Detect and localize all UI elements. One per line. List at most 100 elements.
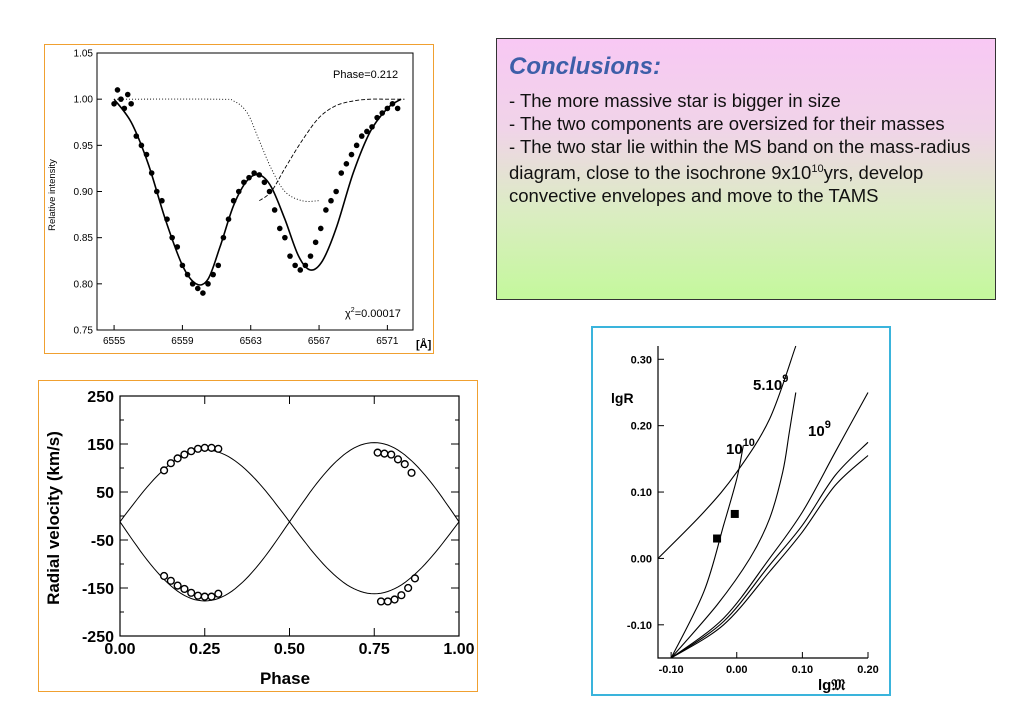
- rv-x-axis-label: Phase: [260, 669, 310, 688]
- mr-series: [657, 345, 869, 659]
- conclusion-item-ms-band: - The two star lie within the MS band on…: [509, 136, 971, 207]
- data-point: [358, 133, 365, 139]
- mr-x-axis-label: lg𝔐: [818, 677, 845, 694]
- rv-point: [397, 591, 406, 600]
- mr-curve-2: [670, 445, 744, 659]
- mr-curve-1: [657, 345, 797, 559]
- rv-point: [376, 597, 386, 606]
- data-point: [215, 262, 222, 269]
- y-tick-label: -150: [82, 581, 114, 598]
- rv-point: [393, 455, 403, 464]
- rv-point: [193, 591, 203, 600]
- y-tick-label: -0.10: [627, 620, 652, 632]
- data-point: [312, 239, 319, 246]
- x-tick-label: 6559: [171, 336, 194, 347]
- x-tick-label: 0.75: [359, 641, 390, 658]
- y-tick-label: 0.30: [631, 354, 652, 366]
- mr-axes: -0.10 0.00 0.10 0.20 0.30 -0.10 0.00 0.10 0.20: [627, 346, 879, 676]
- rv-point: [383, 597, 392, 606]
- spectrum-series: [111, 87, 405, 296]
- y-tick-label: 0.10: [631, 487, 652, 499]
- rv-point: [207, 592, 216, 601]
- rv-point: [404, 583, 413, 593]
- mr-curve-5: [670, 455, 869, 659]
- data-point: [261, 179, 268, 186]
- y-tick-label: 0.00: [631, 553, 652, 565]
- rv-point: [407, 468, 416, 477]
- rv-point: [410, 574, 420, 583]
- data-point: [348, 151, 355, 158]
- data-point: [328, 197, 334, 204]
- data-point: [317, 225, 324, 232]
- rv-point: [214, 444, 223, 453]
- conclusion-item-size: - The more massive star is bigger in siz…: [509, 90, 841, 111]
- x-tick-label: 6567: [308, 336, 331, 347]
- data-point: [292, 262, 298, 269]
- x-tick-label: 0.50: [274, 641, 305, 658]
- mr-curve-3: [670, 392, 797, 659]
- data-point: [353, 142, 360, 149]
- y-tick-label: 0.75: [74, 326, 94, 337]
- data-point: [128, 100, 134, 107]
- rv-point: [380, 449, 389, 458]
- x-tick-label: 6563: [240, 336, 263, 347]
- rv-point: [373, 448, 382, 457]
- rv-series: [119, 442, 460, 606]
- x-tick-label: 0.20: [857, 664, 878, 676]
- conclusions-title: Conclusions:: [509, 53, 662, 80]
- y-tick-label: -250: [82, 629, 114, 646]
- rv-point: [173, 454, 182, 463]
- data-point: [114, 87, 121, 93]
- rv-y-axis-label: Radial velocity (km/s): [44, 431, 63, 605]
- rv-point: [159, 571, 169, 581]
- rv-point: [187, 447, 196, 456]
- rv-point: [207, 443, 216, 452]
- data-point: [276, 225, 283, 232]
- rv-point: [387, 450, 396, 459]
- x-tick-label: -0.10: [659, 664, 684, 676]
- data-point: [194, 285, 201, 292]
- rv-point: [180, 450, 189, 459]
- data-point: [266, 188, 273, 195]
- star-component-marker: [713, 534, 722, 543]
- spectrum-chart: 0.75 0.80 0.85 0.90 0.95 1.00 1.05 6555 6559 6563…: [47, 49, 432, 352]
- data-point: [338, 170, 345, 176]
- rv-point: [193, 444, 203, 453]
- mr-curve-4: [670, 392, 869, 659]
- rv-axes: -250 -150 -50 50 150 250 0.00 0.25 0.50 0.75 1.00: [82, 389, 475, 658]
- y-tick-label: 0.85: [74, 233, 94, 244]
- rv-plot-border: [119, 395, 460, 637]
- rv-point: [166, 459, 175, 468]
- spectrum-x-unit: [Å]: [416, 338, 432, 351]
- data-point: [205, 281, 211, 287]
- rv-point: [166, 576, 175, 585]
- data-point: [200, 290, 206, 296]
- radial-velocity-chart-frame: -250 -150 -50 50 150 250 0.00 0.25 0.50 0.75 1.00 …: [38, 380, 478, 692]
- rv-point: [187, 588, 196, 597]
- data-point: [124, 91, 131, 98]
- rv-point: [180, 584, 189, 594]
- data-point: [307, 253, 314, 259]
- mr-y-axis-label: lgR: [611, 390, 634, 406]
- y-tick-label: 150: [87, 437, 114, 454]
- mass-radius-chart: -0.10 0.00 0.10 0.20 0.30 -0.10 0.00 0.10 0.20 l…: [611, 345, 879, 694]
- y-tick-label: -50: [91, 533, 114, 550]
- x-tick-label: 6571: [376, 336, 399, 347]
- rv-point: [200, 592, 209, 601]
- data-point: [364, 128, 370, 135]
- spectrum-plot-border: [96, 52, 414, 331]
- data-point: [282, 234, 288, 241]
- data-point: [111, 100, 117, 107]
- conclusion-item-oversized: - The two components are oversized for t…: [509, 113, 945, 134]
- x-tick-label: 1.00: [443, 641, 474, 658]
- rv-point: [200, 443, 209, 452]
- rv-point: [173, 581, 182, 590]
- y-tick-label: 1.05: [74, 49, 94, 60]
- rv-point: [159, 466, 169, 475]
- solid-profile-line: [113, 98, 402, 286]
- rv-curve-2: [119, 442, 460, 602]
- data-point: [323, 207, 329, 213]
- y-tick-label: 0.95: [74, 141, 94, 152]
- phase-label: Phase=0.212: [333, 69, 398, 81]
